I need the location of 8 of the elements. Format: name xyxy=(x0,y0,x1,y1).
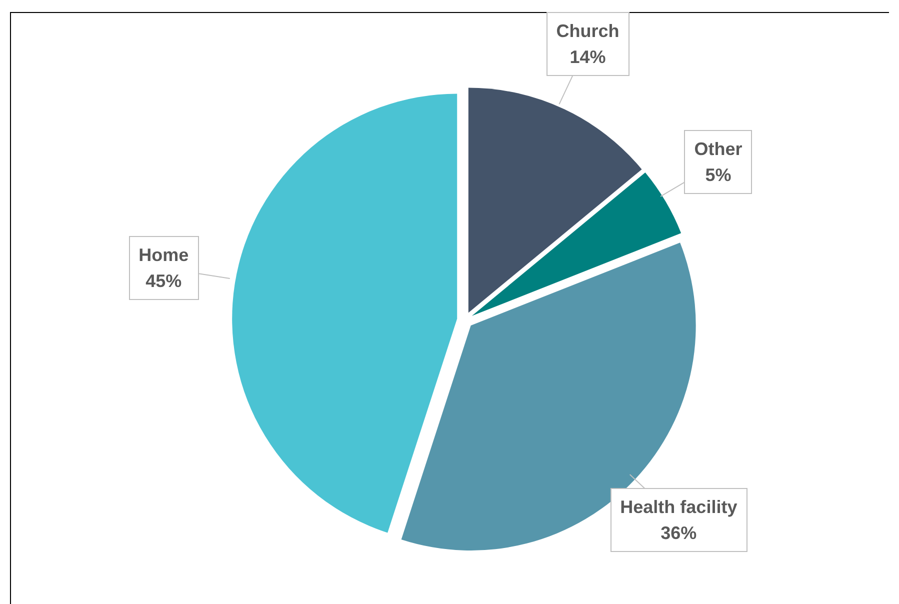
data-label: 14% xyxy=(568,46,607,69)
data-label: 36% xyxy=(660,522,698,546)
slice-label: Home xyxy=(138,244,189,268)
slice-label: Church xyxy=(556,20,620,43)
slice-label: Health facility xyxy=(620,496,738,520)
data-label: 5% xyxy=(704,164,732,188)
slice-label: Other xyxy=(694,138,742,162)
data-label: 45% xyxy=(144,270,183,294)
